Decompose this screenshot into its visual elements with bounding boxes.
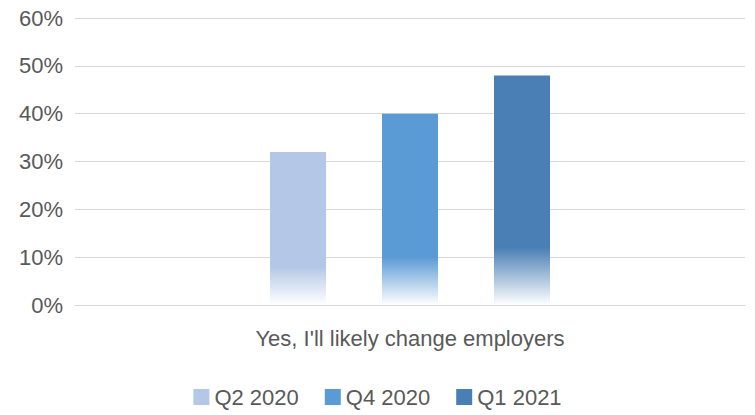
svg-text:20%: 20%	[19, 197, 63, 222]
svg-text:Q2 2020: Q2 2020	[214, 385, 298, 410]
svg-text:40%: 40%	[19, 101, 63, 126]
svg-text:0%: 0%	[31, 293, 63, 318]
svg-text:10%: 10%	[19, 245, 63, 270]
svg-text:30%: 30%	[19, 149, 63, 174]
svg-text:50%: 50%	[19, 53, 63, 78]
svg-text:60%: 60%	[19, 6, 63, 31]
svg-text:Q1 2021: Q1 2021	[477, 385, 561, 410]
svg-text:Q4 2020: Q4 2020	[346, 385, 430, 410]
svg-text:Yes, I'll likely change employ: Yes, I'll likely change employers	[255, 326, 564, 351]
